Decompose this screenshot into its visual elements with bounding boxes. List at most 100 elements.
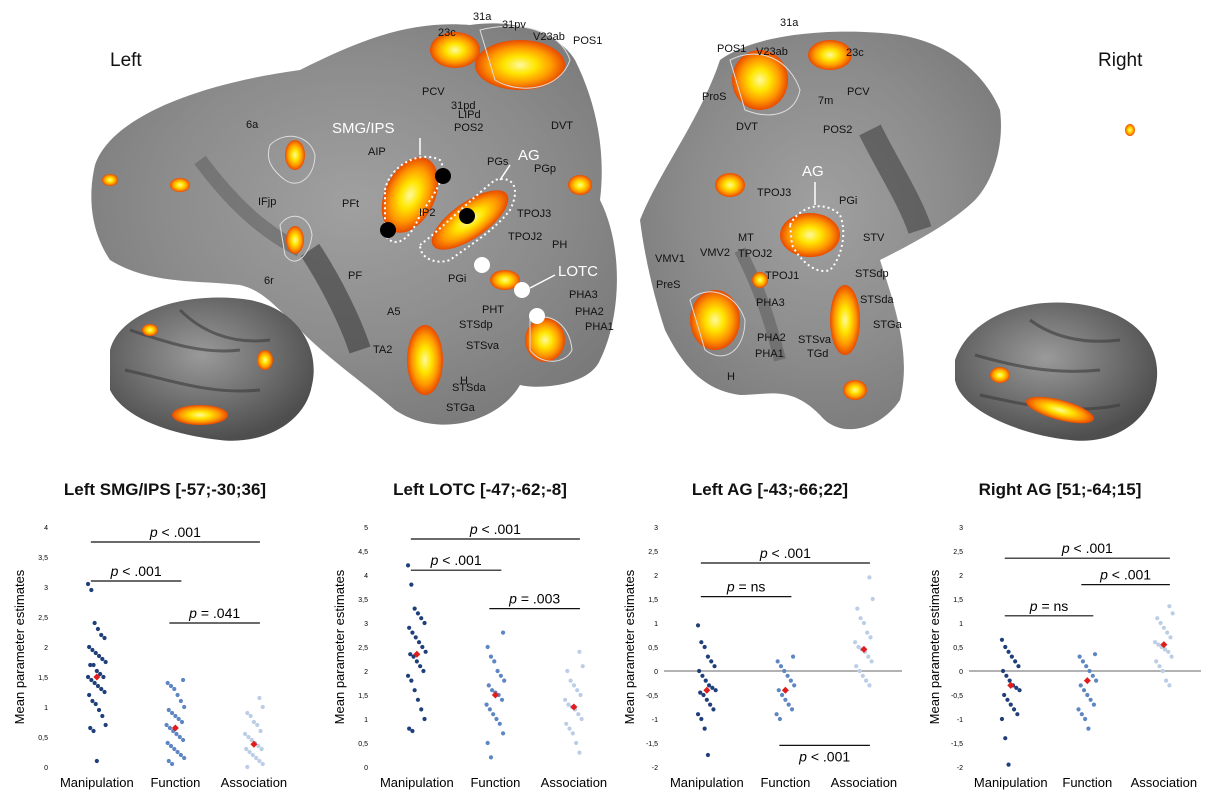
data-point	[705, 752, 711, 758]
data-point	[166, 707, 171, 713]
y-tick-label: 2,5	[953, 549, 963, 556]
data-point	[854, 664, 859, 669]
data-point	[861, 620, 867, 626]
data-point	[700, 673, 705, 678]
left-region-label: IFjp	[258, 196, 276, 208]
data-point	[777, 716, 782, 722]
data-point	[1163, 678, 1169, 683]
data-point	[96, 707, 102, 713]
data-point	[247, 749, 252, 755]
y-tick-label: 3	[44, 585, 48, 592]
data-point	[423, 649, 428, 654]
data-point	[1016, 664, 1021, 669]
data-point	[248, 713, 253, 719]
data-point	[776, 688, 781, 693]
data-point	[102, 689, 107, 695]
data-point	[866, 654, 871, 659]
data-point	[1094, 678, 1099, 683]
data-point	[790, 654, 796, 659]
x-tick-label: Manipulation	[670, 775, 744, 790]
x-tick-label: Manipulation	[974, 775, 1048, 790]
y-tick-label: 0,5	[358, 741, 368, 748]
data-point	[410, 630, 415, 635]
data-point	[580, 664, 585, 669]
data-point	[488, 755, 494, 760]
data-point	[500, 731, 506, 736]
x-tick-label: Association	[541, 775, 607, 790]
data-point	[1170, 611, 1175, 616]
left-region-label: 6r	[264, 275, 274, 287]
data-point	[1078, 683, 1083, 688]
mean-marker	[570, 703, 578, 711]
data-point	[783, 697, 788, 702]
y-tick-label: 2,5	[38, 615, 48, 622]
data-point	[415, 611, 421, 616]
data-point	[93, 701, 98, 707]
left-region-label: LIPd	[458, 109, 481, 121]
data-point	[711, 707, 716, 712]
data-point	[1156, 642, 1161, 647]
chart-title-right-ag: Right AG [51;-64;15]	[978, 480, 1142, 499]
data-point	[1168, 635, 1173, 640]
right-region-label: STV	[863, 232, 885, 244]
mean-marker	[781, 686, 789, 694]
data-point	[498, 673, 503, 678]
data-point	[856, 644, 861, 650]
y-tick-label: -1	[957, 717, 963, 724]
data-point	[774, 712, 779, 717]
data-point	[175, 692, 180, 698]
data-point	[176, 716, 181, 722]
left-region-label: 31a	[473, 11, 492, 23]
y-tick-label: -0,5	[951, 693, 963, 700]
data-point	[405, 563, 411, 568]
left-region-label: AIP	[368, 146, 386, 158]
data-point	[258, 728, 263, 734]
y-tick-label: 0	[44, 765, 48, 772]
left-region-label: H	[460, 375, 468, 387]
chart-left-smg-ips: Mean parameter estimates 0 0,5 1 1,5 2 2,5 3 3,5…	[12, 524, 287, 790]
data-point	[89, 677, 94, 683]
y-tick-label: 4	[44, 525, 48, 532]
y-tick-label: 3,5	[38, 555, 48, 562]
data-point	[166, 758, 171, 764]
right-region-label: TPOJ1	[765, 270, 799, 282]
chart-title-left-ag: Left AG [-43;-66;22]	[691, 480, 849, 499]
data-point	[1077, 654, 1082, 659]
data-point	[256, 743, 261, 749]
data-point	[94, 668, 99, 674]
y-tick-label: 3	[364, 621, 368, 628]
data-point	[88, 662, 93, 668]
comparison-label: p = ns	[1029, 598, 1069, 614]
right-region-label: PHA2	[757, 332, 786, 344]
right-region-label: 31a	[780, 17, 799, 29]
right-region-label: POS1	[717, 43, 746, 55]
y-tick-label: 2,5	[648, 549, 658, 556]
data-point	[408, 652, 413, 657]
mean-marker	[860, 645, 868, 653]
data-point	[785, 673, 790, 678]
data-point	[173, 713, 178, 719]
data-point	[706, 683, 712, 688]
data-point	[855, 606, 860, 611]
data-point	[407, 625, 412, 630]
data-point	[410, 728, 415, 734]
left-region-label: IP2	[419, 207, 436, 219]
right-region-labels: 31a POS1 V23ab 23c ProS 7m PCV DVT POS2 TPOJ3 PGi M…	[655, 17, 903, 383]
data-point	[415, 697, 421, 702]
data-point	[99, 632, 104, 638]
x-tick-label: Function	[760, 775, 810, 790]
data-point	[495, 668, 500, 674]
data-point	[414, 659, 419, 664]
data-point	[492, 659, 497, 664]
right-region-label: POS2	[823, 124, 852, 136]
flatmap-svg: SMG/IPS AG LOTC AG 23c 31a 31pv V23ab POS1 PC…	[91, 11, 1158, 441]
data-point	[712, 664, 717, 669]
data-point	[1088, 697, 1093, 702]
y-tick-label: 2	[364, 669, 368, 676]
data-point	[713, 688, 718, 693]
data-point	[1165, 630, 1170, 635]
right-region-label: H	[727, 371, 735, 383]
left-region-label: A5	[387, 306, 400, 318]
data-point	[93, 650, 98, 656]
x-tick-label: Manipulation	[60, 775, 134, 790]
